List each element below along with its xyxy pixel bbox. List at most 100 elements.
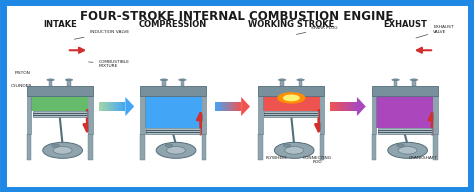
Bar [221, 102, 222, 111]
Bar [27, 96, 31, 134]
Bar [240, 102, 241, 111]
Text: COMPRESSION: COMPRESSION [139, 20, 207, 29]
Bar [236, 102, 237, 111]
Bar [372, 134, 376, 160]
Text: CRANKSHAFT: CRANKSHAFT [409, 156, 438, 160]
Bar [230, 102, 231, 111]
Ellipse shape [297, 79, 304, 81]
Bar [216, 102, 217, 111]
Bar [339, 102, 340, 111]
Bar [113, 102, 114, 111]
Bar [258, 85, 324, 96]
Bar [107, 102, 108, 111]
Bar [372, 85, 438, 96]
Bar [342, 102, 343, 111]
Bar [231, 102, 232, 111]
Polygon shape [357, 97, 366, 116]
Bar [343, 102, 344, 111]
Bar [118, 102, 119, 111]
Bar [119, 102, 120, 111]
Circle shape [283, 94, 300, 101]
Bar [264, 115, 318, 116]
Text: CONNECTING
ROD: CONNECTING ROD [303, 156, 332, 164]
Bar [226, 102, 227, 111]
Bar [319, 134, 324, 160]
Bar [238, 102, 239, 111]
Bar [258, 134, 263, 160]
Bar [378, 132, 432, 133]
Bar [33, 115, 87, 116]
Bar [336, 102, 337, 111]
Bar [239, 102, 240, 111]
Bar [33, 111, 87, 117]
Text: FOUR-STROKE INTERNAL COMBUSTION ENGINE: FOUR-STROKE INTERNAL COMBUSTION ENGINE [80, 10, 394, 23]
Bar [348, 102, 349, 111]
Ellipse shape [179, 79, 186, 81]
Text: INTAKE: INTAKE [43, 20, 77, 29]
Bar [347, 102, 348, 111]
Circle shape [283, 144, 291, 147]
Bar [356, 102, 357, 111]
Bar [340, 102, 341, 111]
Bar [101, 102, 102, 111]
Bar [222, 102, 223, 111]
Bar [355, 102, 356, 111]
Bar [140, 85, 206, 96]
Text: PISTON: PISTON [15, 71, 31, 75]
Bar [228, 102, 229, 111]
Bar [394, 80, 398, 85]
Bar [140, 134, 145, 160]
Text: WORKING STROKE: WORKING STROKE [248, 20, 335, 29]
Bar [233, 102, 234, 111]
Bar [162, 80, 166, 85]
Bar [106, 102, 107, 111]
Bar [115, 102, 116, 111]
Bar [111, 102, 112, 111]
Bar [103, 102, 104, 111]
Bar [237, 102, 238, 111]
Bar [352, 102, 353, 111]
Bar [376, 96, 433, 128]
Bar [349, 102, 350, 111]
Bar [229, 102, 230, 111]
Text: COMBUSTIBLE
MIXTURE: COMBUSTIBLE MIXTURE [89, 60, 129, 68]
Bar [332, 102, 333, 111]
Bar [331, 102, 332, 111]
Bar [145, 96, 201, 128]
Bar [218, 102, 219, 111]
Text: EXHAUST
VALVE: EXHAUST VALVE [416, 26, 454, 38]
Bar [124, 102, 125, 111]
Bar [27, 134, 31, 160]
Bar [280, 80, 284, 85]
Bar [225, 102, 226, 111]
Bar [116, 102, 117, 111]
Bar [235, 102, 236, 111]
Bar [146, 130, 200, 131]
Bar [338, 102, 339, 111]
Circle shape [398, 146, 417, 154]
Bar [330, 102, 331, 111]
Bar [27, 85, 93, 96]
Bar [105, 102, 106, 111]
Circle shape [166, 146, 185, 154]
Bar [100, 102, 101, 111]
Bar [433, 96, 438, 134]
Bar [112, 102, 113, 111]
Text: CYLINDER: CYLINDER [11, 84, 32, 88]
Circle shape [397, 144, 404, 147]
Bar [351, 102, 352, 111]
Polygon shape [241, 97, 250, 116]
Bar [337, 102, 338, 111]
Bar [345, 102, 346, 111]
Bar [117, 102, 118, 111]
Bar [201, 96, 206, 134]
Bar [220, 102, 221, 111]
Bar [341, 102, 342, 111]
Bar [224, 102, 225, 111]
Bar [412, 80, 416, 85]
Bar [372, 96, 376, 134]
Bar [223, 102, 224, 111]
Bar [181, 80, 184, 85]
Circle shape [52, 144, 59, 147]
Bar [49, 80, 53, 85]
